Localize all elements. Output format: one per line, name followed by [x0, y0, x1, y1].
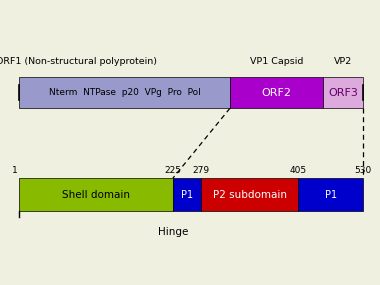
Text: ORF2: ORF2 — [261, 87, 291, 98]
Text: ORF3: ORF3 — [328, 87, 358, 98]
Bar — [298, 178, 363, 211]
Text: Shell domain: Shell domain — [62, 190, 130, 199]
Text: Nterm  NTPase  p20  VPg  Pro  Pol: Nterm NTPase p20 VPg Pro Pol — [49, 88, 200, 97]
Text: VP1 Capsid: VP1 Capsid — [250, 57, 303, 66]
Text: 225: 225 — [165, 166, 181, 175]
Text: ORF1 (Non-structural polyprotein): ORF1 (Non-structural polyprotein) — [0, 57, 157, 66]
Text: P1: P1 — [325, 190, 337, 199]
Text: 279: 279 — [193, 166, 210, 175]
Text: P2 subdomain: P2 subdomain — [213, 190, 287, 199]
Bar — [201, 178, 298, 211]
Text: 530: 530 — [354, 166, 372, 175]
Text: 405: 405 — [290, 166, 307, 175]
Bar — [230, 77, 323, 108]
Bar — [323, 77, 363, 108]
Text: P1: P1 — [181, 190, 193, 199]
Text: 1: 1 — [12, 166, 18, 175]
Text: Hinge: Hinge — [158, 227, 188, 237]
Text: VP2: VP2 — [334, 57, 352, 66]
Bar — [173, 178, 201, 211]
Bar — [19, 178, 173, 211]
Bar — [19, 77, 230, 108]
